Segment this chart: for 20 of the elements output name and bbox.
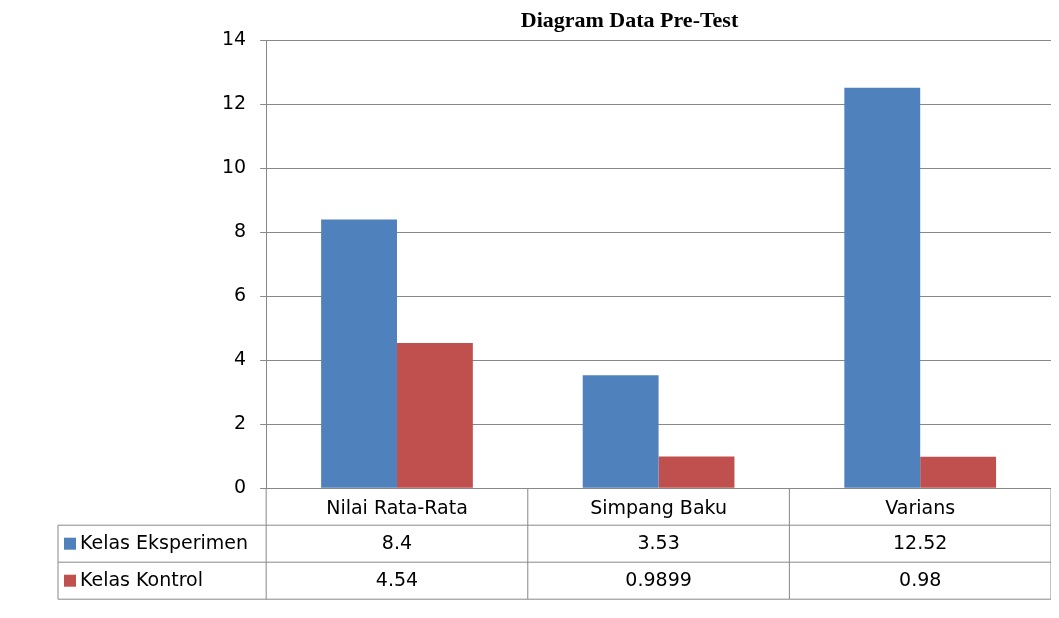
data-label: 12.52: [892, 530, 948, 553]
y-tick-label: 4: [234, 347, 247, 370]
data-label: 0.9899: [625, 567, 692, 590]
data-label: 8.4: [381, 530, 413, 553]
y-tick-label: 10: [221, 155, 247, 178]
data-label: 0.98: [899, 567, 942, 590]
y-tick-label: 6: [234, 283, 247, 306]
data-label: 3.53: [637, 530, 680, 553]
y-tick-label: 0: [234, 475, 247, 498]
y-tick-label: 8: [234, 219, 247, 242]
x-tick-label: Varians: [885, 495, 956, 518]
legend-label: Kelas Kontrol: [80, 567, 203, 590]
x-tick-label: Simpang Baku: [590, 495, 728, 518]
y-tick-label: 14: [221, 27, 247, 50]
y-tick-label: 12: [221, 91, 247, 114]
data-label: 4.54: [375, 567, 419, 590]
chart-title: Diagram Data Pre-Test: [520, 6, 739, 32]
y-tick-label: 2: [234, 411, 247, 434]
legend-label: Kelas Eksperimen: [80, 530, 249, 553]
x-tick-label: Nilai Rata-Rata: [326, 495, 468, 518]
